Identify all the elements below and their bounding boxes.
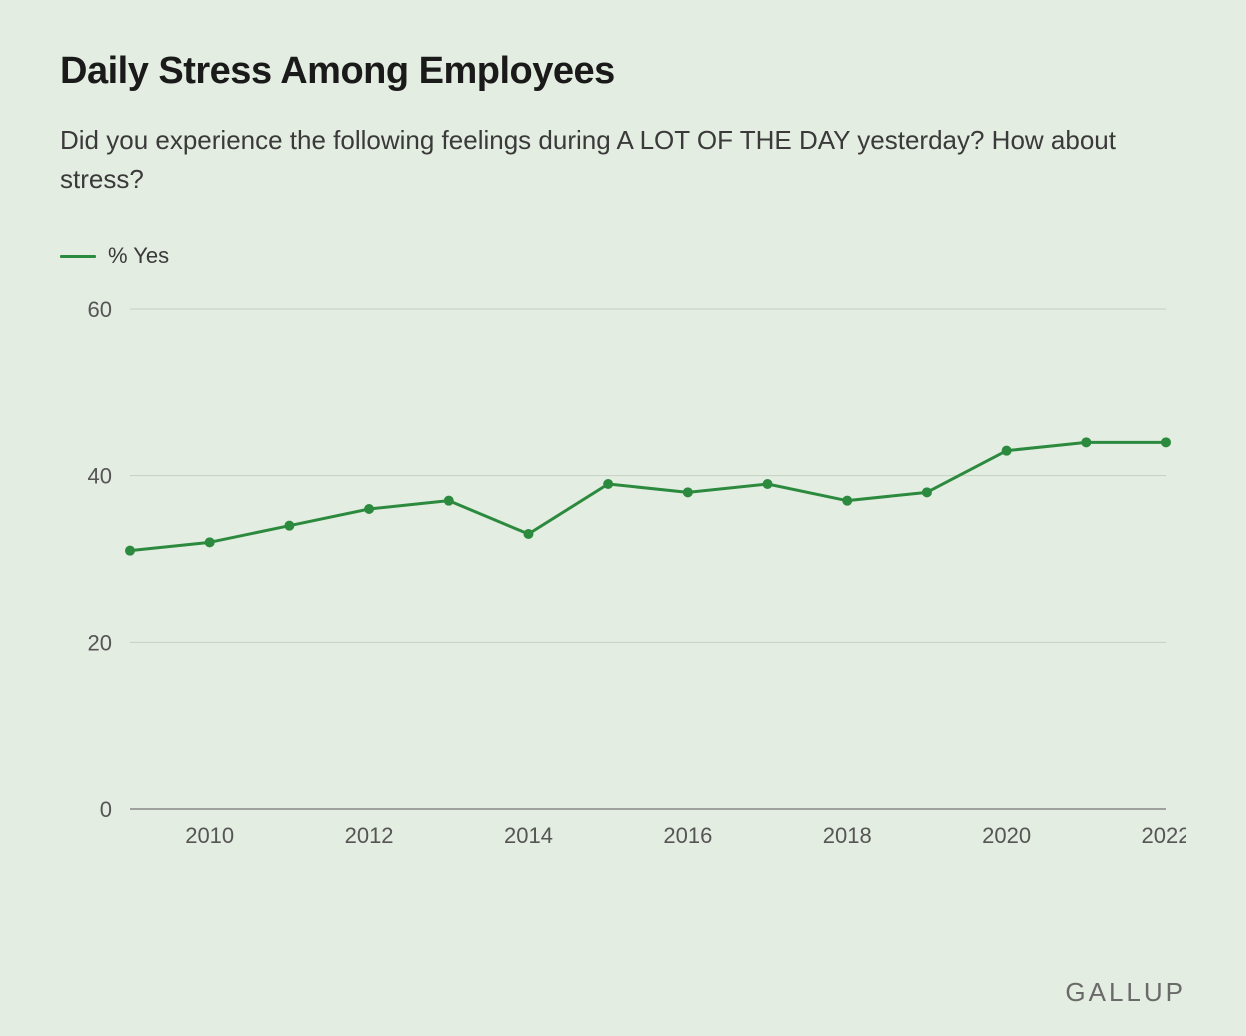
series-marker bbox=[284, 521, 294, 531]
x-tick-label: 2010 bbox=[185, 823, 234, 848]
y-tick-label: 20 bbox=[88, 630, 112, 655]
series-marker bbox=[683, 487, 693, 497]
chart-container: Daily Stress Among Employees Did you exp… bbox=[0, 0, 1246, 1036]
series-marker bbox=[125, 546, 135, 556]
legend-label: % Yes bbox=[108, 243, 169, 269]
series-marker bbox=[444, 496, 454, 506]
y-tick-label: 60 bbox=[88, 299, 112, 322]
x-tick-label: 2012 bbox=[345, 823, 394, 848]
series-marker bbox=[523, 529, 533, 539]
x-tick-label: 2014 bbox=[504, 823, 553, 848]
series-marker bbox=[842, 496, 852, 506]
legend: % Yes bbox=[60, 243, 1186, 269]
series-line bbox=[130, 442, 1166, 550]
attribution-label: GALLUP bbox=[1065, 977, 1186, 1008]
series-marker bbox=[763, 479, 773, 489]
line-chart-svg: 0 20 40 60 2010 2012 2014 2016 2018 2020 2022 bbox=[60, 299, 1186, 859]
x-tick-label: 2016 bbox=[663, 823, 712, 848]
series-marker bbox=[603, 479, 613, 489]
legend-swatch bbox=[60, 255, 96, 258]
y-tick-label: 40 bbox=[88, 464, 112, 489]
series-marker bbox=[1161, 437, 1171, 447]
y-tick-label: 0 bbox=[100, 797, 112, 822]
x-tick-label: 2018 bbox=[823, 823, 872, 848]
x-tick-label: 2022 bbox=[1142, 823, 1186, 848]
series-marker bbox=[205, 537, 215, 547]
series-marker bbox=[1002, 446, 1012, 456]
chart-plot-area: 0 20 40 60 2010 2012 2014 2016 2018 2020 2022 bbox=[60, 299, 1186, 859]
series-marker bbox=[364, 504, 374, 514]
chart-title: Daily Stress Among Employees bbox=[60, 50, 1186, 93]
series-marker bbox=[1081, 437, 1091, 447]
x-tick-label: 2020 bbox=[982, 823, 1031, 848]
chart-subtitle: Did you experience the following feeling… bbox=[60, 121, 1186, 199]
series-marker bbox=[922, 487, 932, 497]
